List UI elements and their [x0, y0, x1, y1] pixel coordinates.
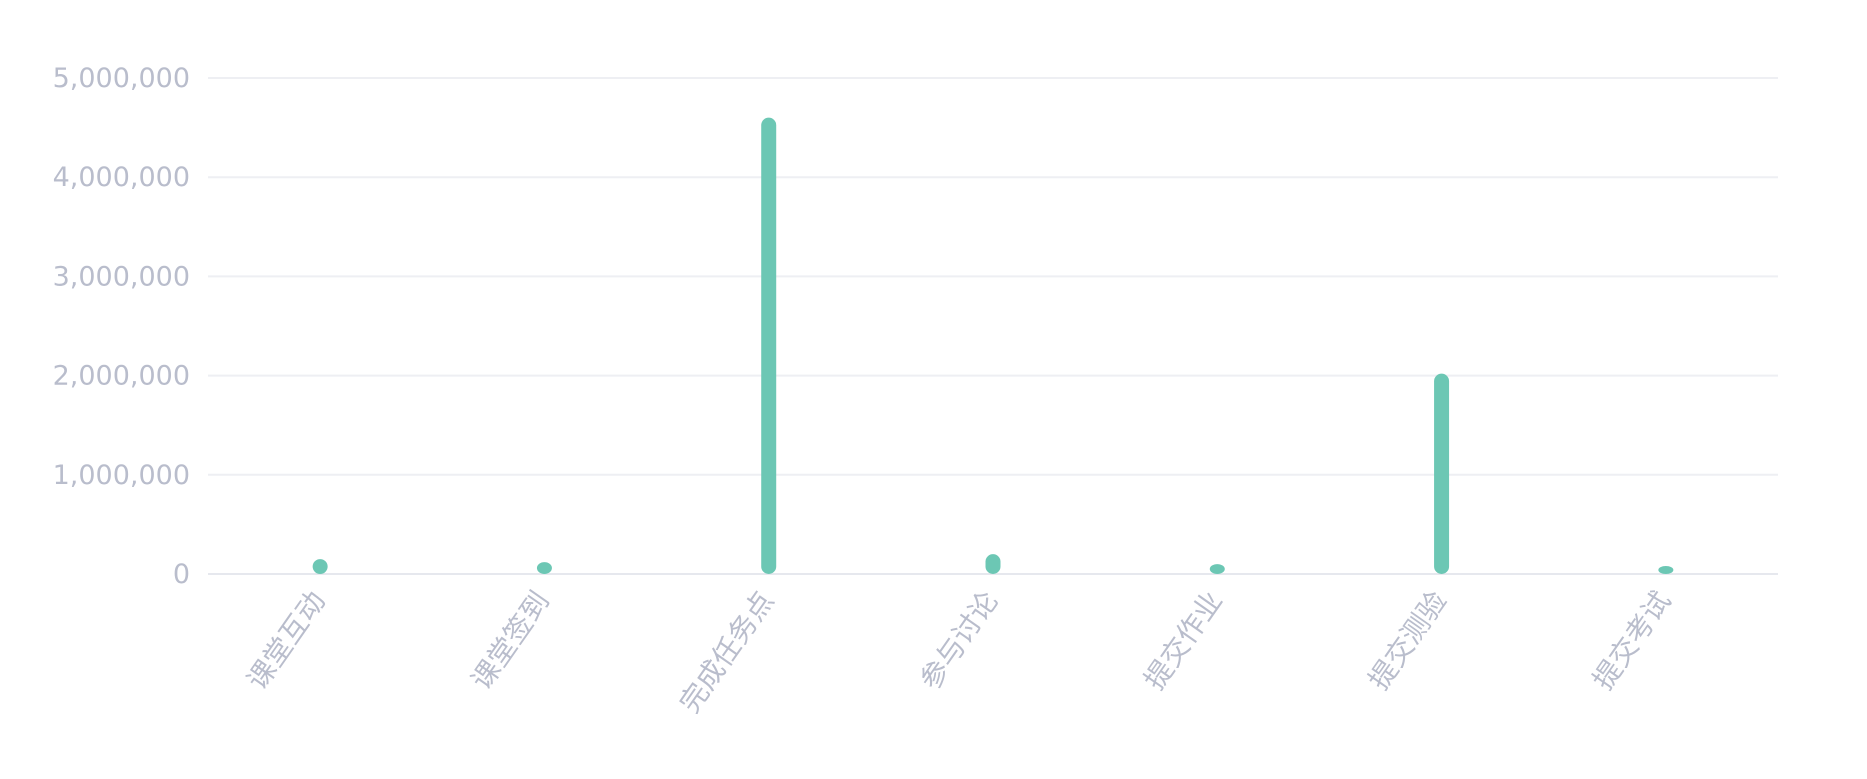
x-tick-label: 参与讨论 [913, 585, 1004, 696]
y-tick-label: 1,000,000 [53, 460, 190, 491]
bar [1209, 564, 1225, 574]
x-tick-label: 提交考试 [1586, 585, 1677, 696]
x-tick-label: 完成任务点 [673, 585, 780, 719]
x-tick-label: 课堂签到 [465, 585, 556, 696]
bar [985, 554, 1001, 574]
x-tick-label: 课堂互动 [241, 585, 332, 696]
x-tick-label: 提交测验 [1362, 585, 1453, 696]
x-axis: 课堂互动 课堂签到 完成任务点 参与讨论 提交作业 提交测验 提交考试 [241, 585, 1678, 719]
grid-layer [208, 77, 1778, 575]
x-tick-label: 提交作业 [1138, 585, 1229, 696]
y-tick-label: 2,000,000 [53, 361, 190, 392]
bar [312, 559, 328, 574]
y-tick-label: 0 [173, 559, 190, 590]
y-axis: 0 1,000,000 2,000,000 3,000,000 4,000,000 5,0… [53, 63, 190, 590]
bar [761, 117, 777, 575]
bar [1658, 566, 1674, 574]
y-tick-label: 4,000,000 [53, 162, 190, 193]
y-tick-label: 3,000,000 [53, 261, 190, 292]
bar-series [312, 117, 1674, 575]
bar [1434, 373, 1450, 574]
y-tick-label: 5,000,000 [53, 63, 190, 94]
bar [536, 562, 552, 574]
